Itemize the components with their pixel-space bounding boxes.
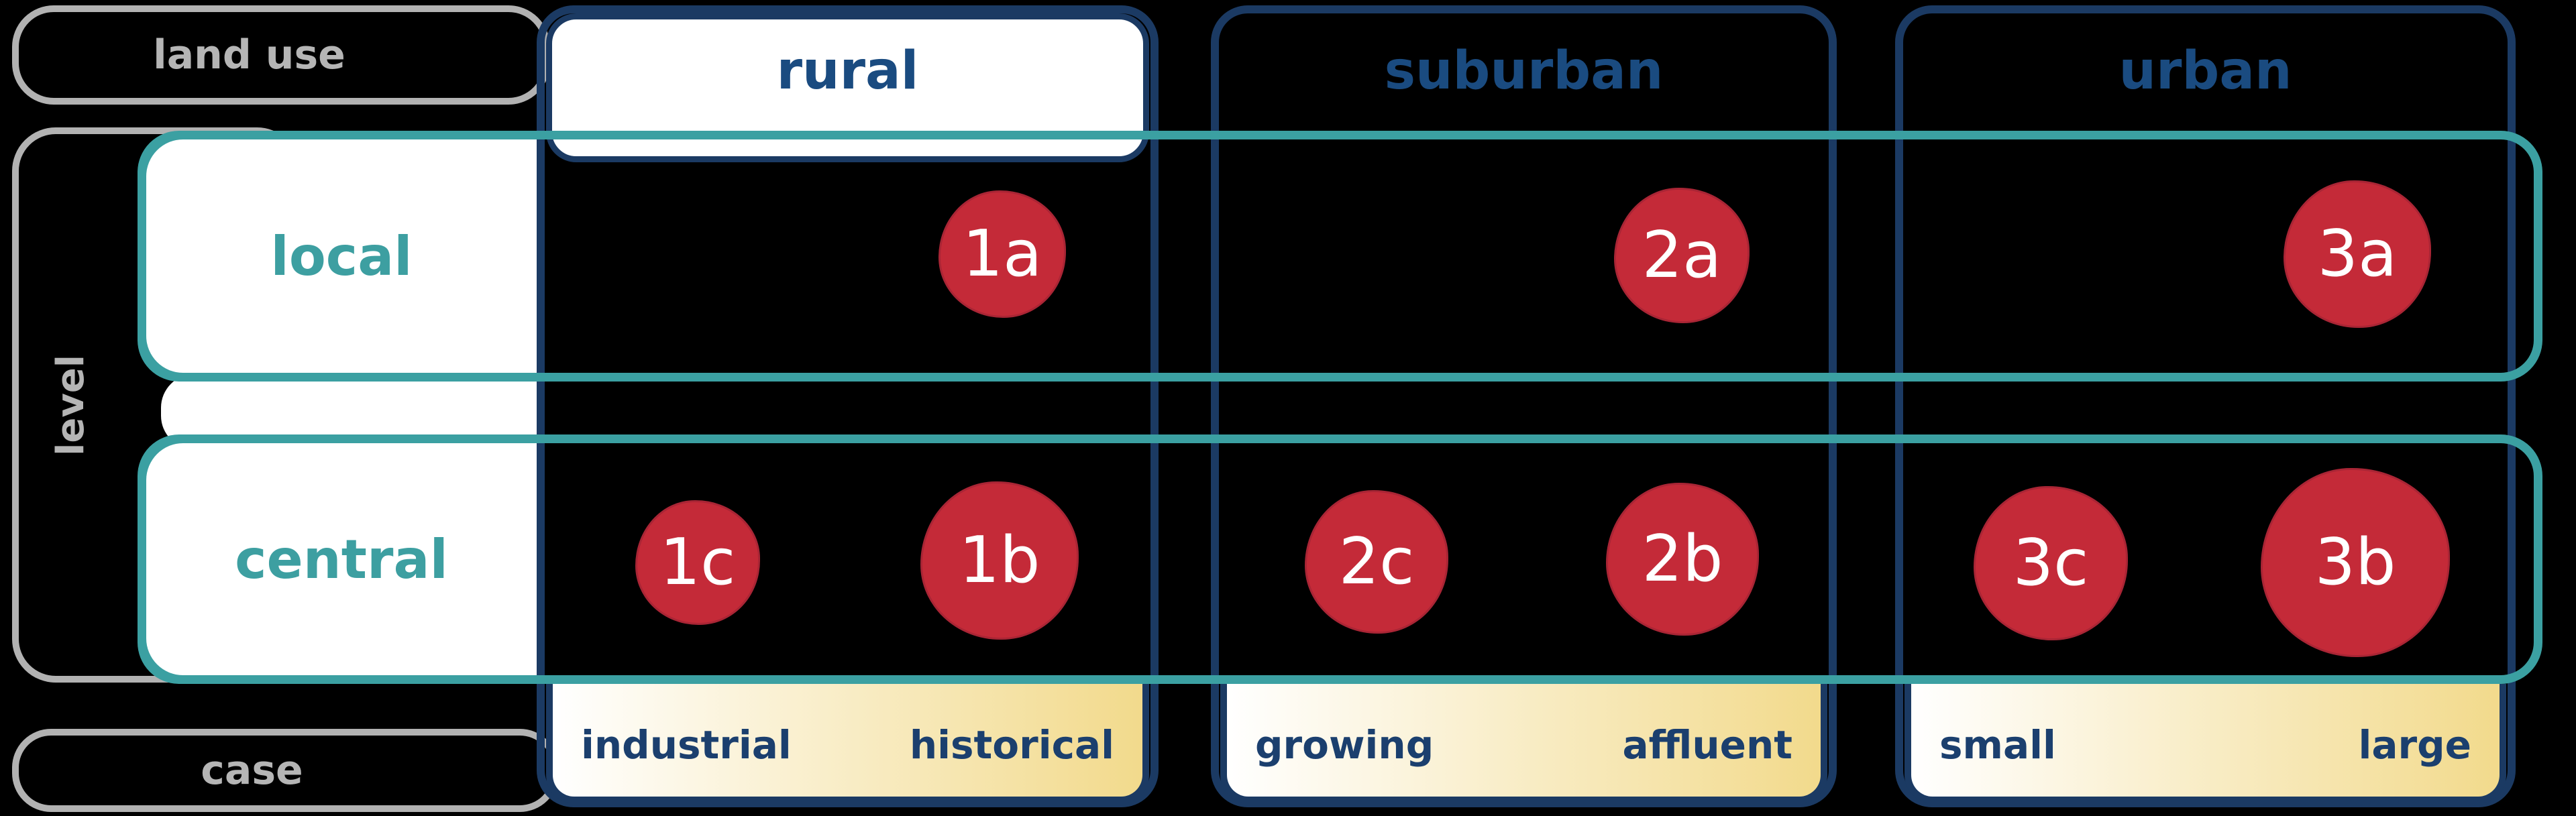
- column-header-urban-label: urban: [2118, 40, 2292, 101]
- column-suburban: [1211, 5, 1837, 807]
- row-header-local-label: local: [270, 225, 413, 288]
- case-strip-rural: industrial historical: [546, 684, 1149, 803]
- row-header-central-label: central: [235, 528, 448, 591]
- column-header-urban: urban: [1895, 5, 2516, 136]
- case-label-small: small: [1939, 722, 2056, 768]
- row-header-central: central: [138, 434, 537, 684]
- row-header-local: local: [138, 131, 537, 382]
- case-label-affluent: affluent: [1622, 722, 1792, 768]
- case-label-industrial: industrial: [581, 722, 792, 768]
- row-axis-label: level: [48, 354, 93, 456]
- column-header-suburban: suburban: [1211, 5, 1837, 136]
- case-label-historical: historical: [909, 722, 1114, 768]
- column-header-suburban-label: suburban: [1384, 40, 1664, 101]
- case-axis-label: case: [201, 747, 303, 794]
- case-label-growing: growing: [1255, 722, 1434, 768]
- column-axis-label: land use: [153, 32, 345, 78]
- column-header-rural: rural: [537, 5, 1159, 136]
- case-strip-suburban: growing affluent: [1220, 684, 1827, 803]
- column-axis-pill: land use: [12, 5, 550, 105]
- row-axis-label-wrap: level: [20, 127, 121, 683]
- column-header-rural-label: rural: [776, 40, 919, 101]
- case-axis-pill: case: [12, 729, 559, 812]
- column-urban: [1895, 5, 2516, 807]
- row-local: [138, 131, 2542, 382]
- case-label-large: large: [2358, 722, 2471, 768]
- case-strip-urban: small large: [1904, 684, 2506, 803]
